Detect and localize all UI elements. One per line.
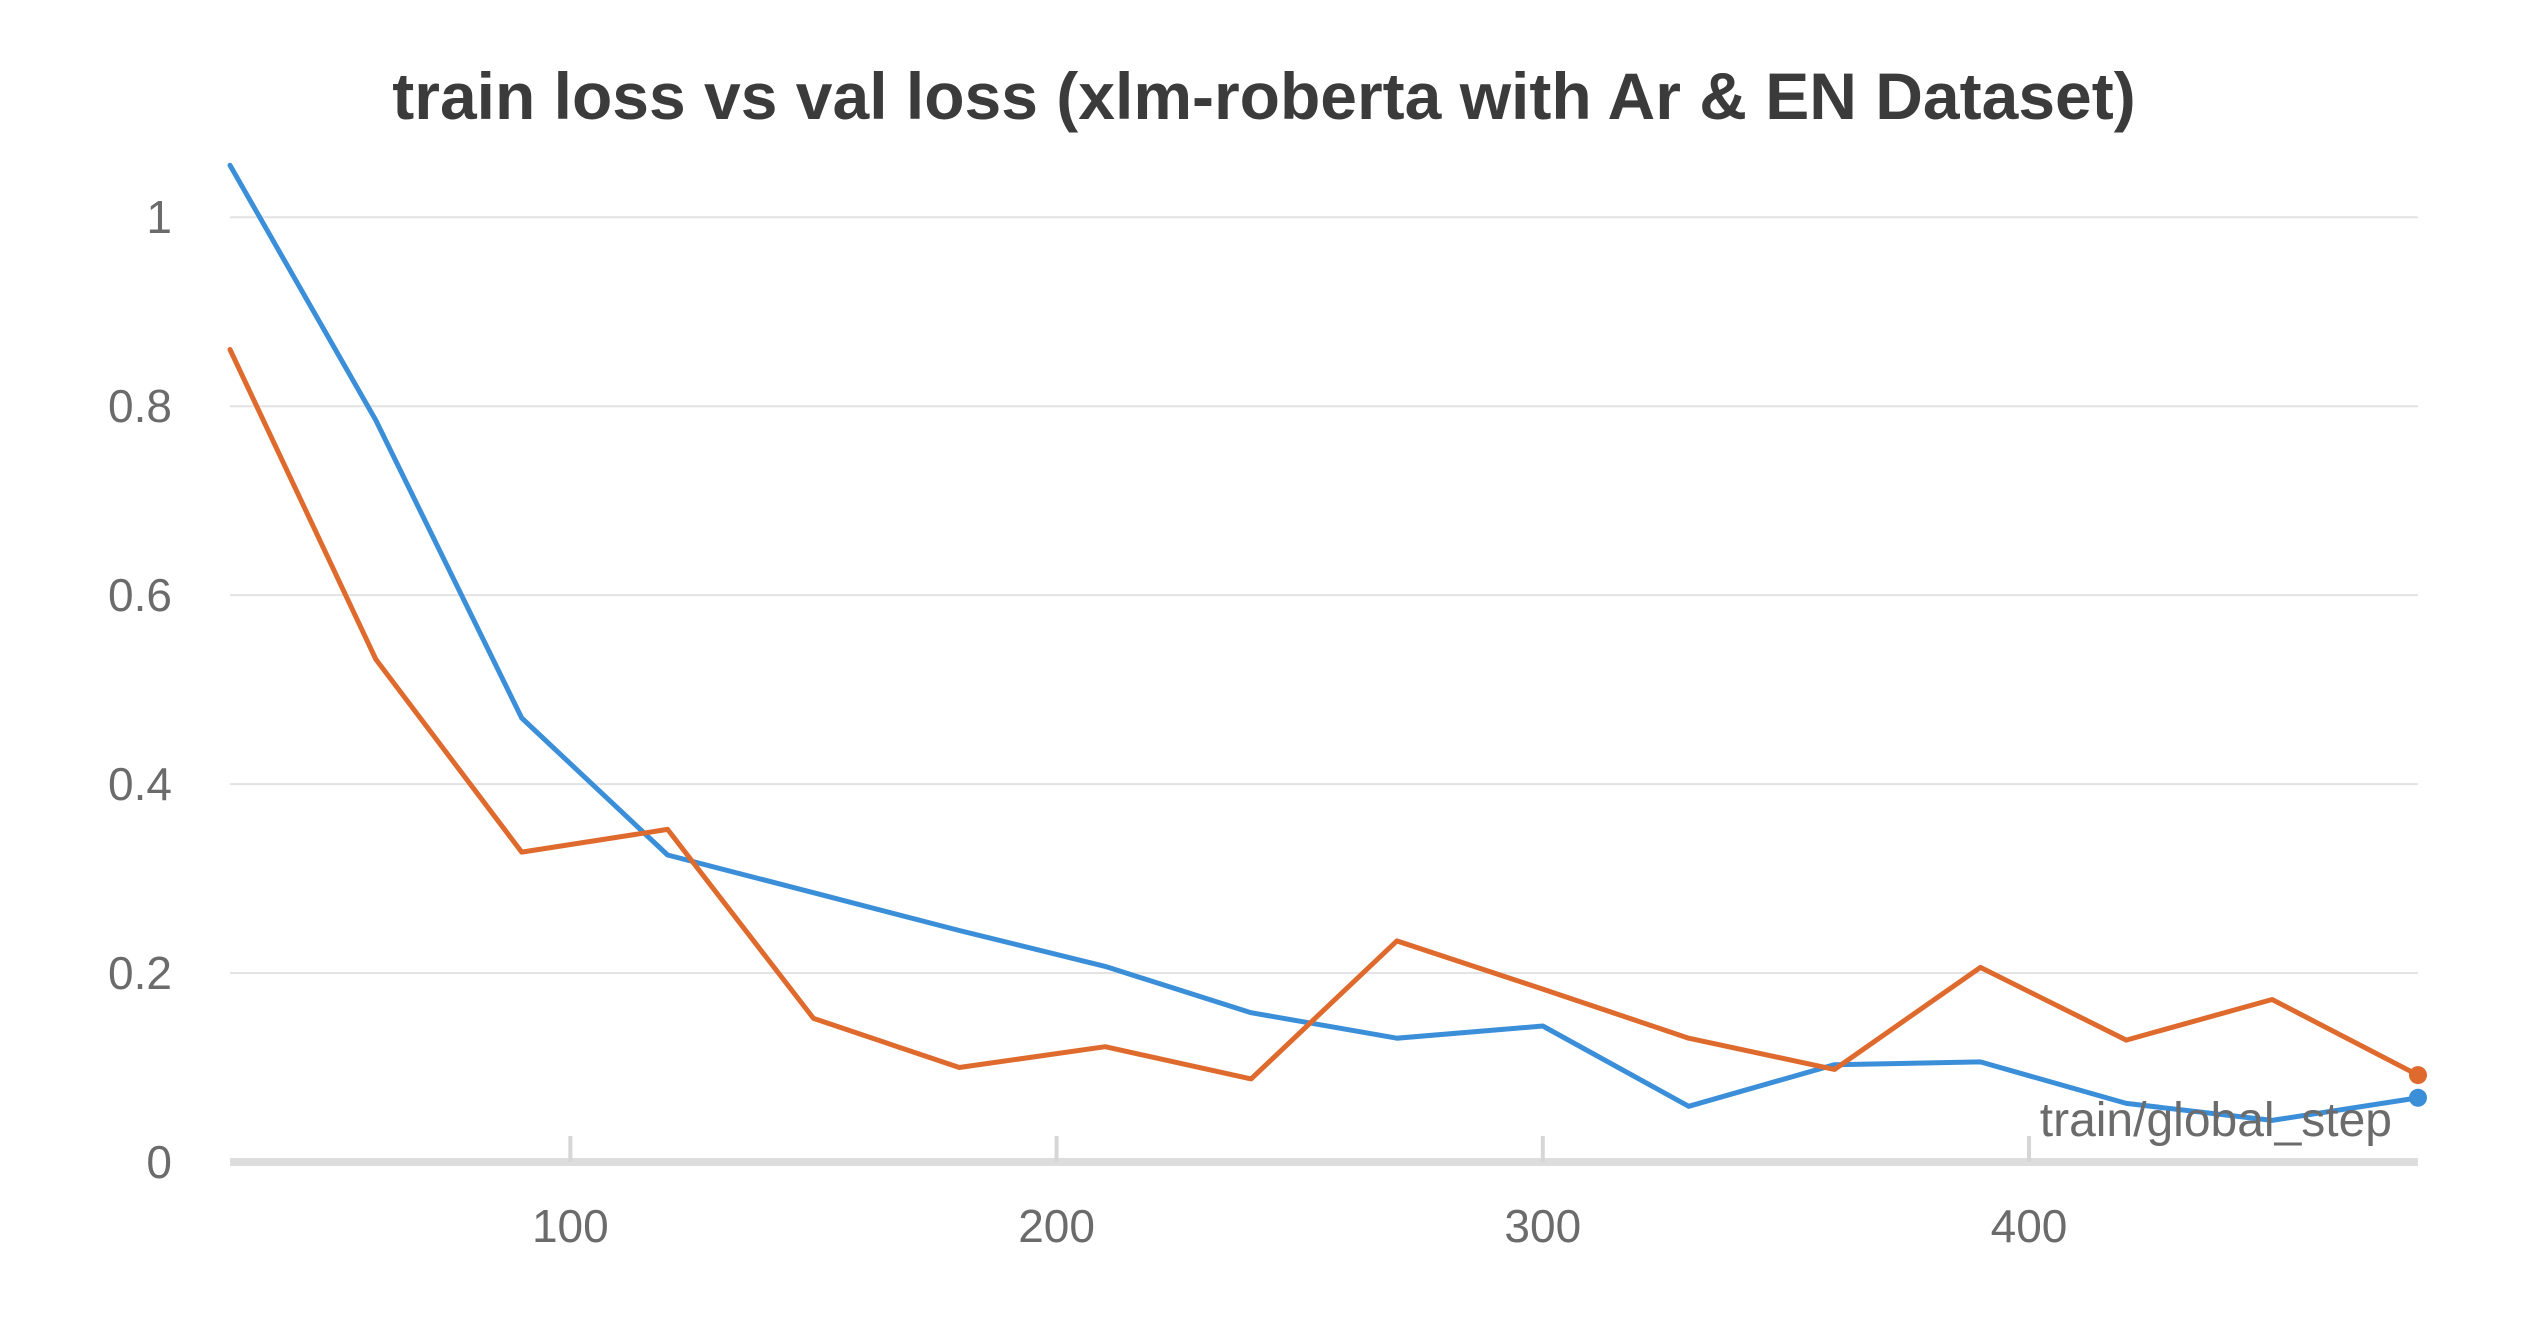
y-tick-label: 0.2 (108, 947, 172, 999)
data-point (2409, 1088, 2427, 1107)
x-axis-label: train/global_step (2040, 1094, 2392, 1147)
x-tick-label: 200 (1018, 1200, 1095, 1252)
gridlines (230, 216, 2418, 975)
series-line-2 (227, 347, 2421, 1082)
data-point (2409, 1066, 2427, 1085)
y-tick-label: 0.8 (108, 380, 172, 432)
x-tick-label: 100 (532, 1200, 609, 1252)
series-lines (227, 162, 2427, 1123)
chart-title: train loss vs val loss (xlm-roberta with… (392, 59, 2136, 133)
series-line-1 (227, 162, 2421, 1123)
y-tick-label: 0.6 (108, 569, 172, 621)
tick-labels: 0 0.2 0.4 0.6 0.8 1 100 200 300 400 train/global_s… (108, 191, 2392, 1252)
axes (230, 1136, 2418, 1166)
y-tick-label: 0.4 (108, 758, 172, 810)
x-tick-label: 300 (1504, 1200, 1581, 1252)
y-tick-label: 1 (146, 191, 172, 243)
x-tick-label: 400 (1991, 1200, 2068, 1252)
y-tick-label: 0 (146, 1136, 172, 1188)
